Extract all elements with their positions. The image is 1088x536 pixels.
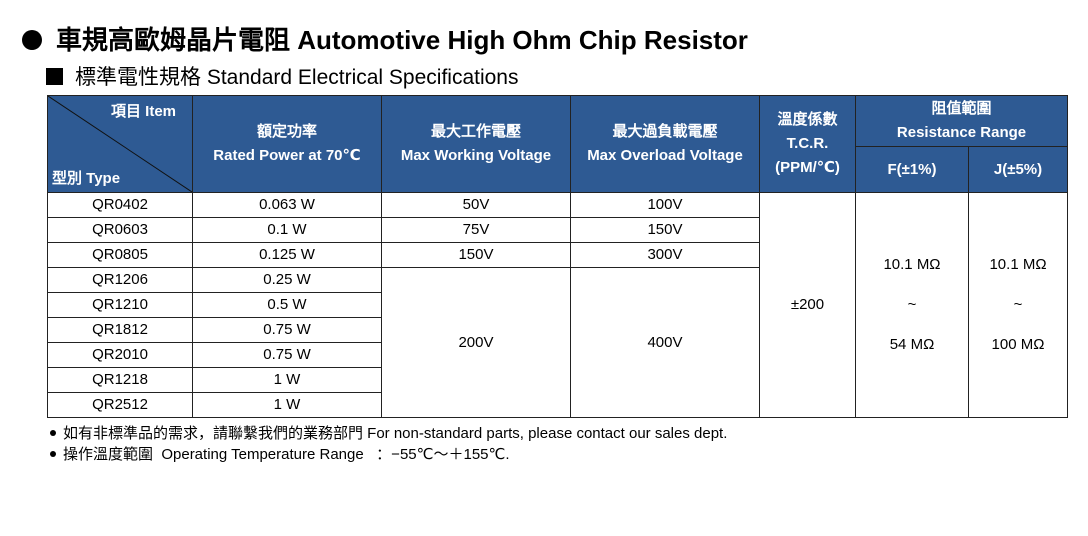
table-row: QR1210 0.5 W	[47, 292, 1068, 318]
power-cell: 0.1 W	[192, 217, 382, 243]
power-cell: 0.063 W	[192, 192, 382, 218]
header-zh: 最大過負載電壓	[612, 123, 718, 140]
range-f-cell: 10.1 MΩ ~54 MΩ	[855, 192, 969, 418]
type-cell: QR1812	[47, 317, 193, 343]
type-cell: QR0603	[47, 217, 193, 243]
header-zh: 額定功率	[256, 123, 317, 140]
table-row: QR1218 1 W	[47, 367, 1068, 393]
range-j-cell: 10.1 MΩ ~100 MΩ	[967, 192, 1069, 418]
diagonal-line	[48, 96, 192, 192]
max-overload-voltage-header: 最大過負載電壓 Max Overload Voltage	[570, 95, 760, 193]
header-en: Rated Power at 70℃	[213, 147, 361, 164]
type-cell: QR1206	[47, 267, 193, 293]
range-max: 100 MΩ	[991, 336, 1045, 353]
type-cell: QR2010	[47, 342, 193, 368]
range-sep: ~	[907, 296, 917, 313]
subtitle-text: 標準電性規格 Standard Electrical Specification…	[75, 66, 519, 89]
table-row: QR1206 0.25 W 200V 400V	[47, 267, 1068, 418]
table-row: QR2010 0.75 W	[47, 342, 1068, 368]
max-working-voltage-header: 最大工作電壓 Max Working Voltage	[381, 95, 571, 193]
mov-cell: 100V	[570, 192, 760, 218]
bullet-icon	[22, 30, 42, 50]
range-max: 54 MΩ	[889, 336, 935, 353]
header-zh: 溫度係數	[777, 111, 838, 128]
section-title: 標準電性規格 Standard Electrical Specification…	[46, 61, 519, 91]
type-cell: QR1218	[47, 367, 193, 393]
header-en: Resistance Range	[896, 124, 1027, 141]
header-unit: (PPM/℃)	[775, 159, 840, 176]
page-title: 車規高歐姆晶片電阻 Automotive High Ohm Chip Resis…	[22, 20, 748, 57]
power-cell: 0.25 W	[192, 267, 382, 293]
j-tolerance-header: J(±5%)	[967, 146, 1069, 193]
notes: 如有非標準品的需求，請聯繫我們的業務部門 For non-standard pa…	[50, 422, 727, 464]
type-label: 型別 Type	[52, 170, 121, 187]
mwv-cell: 150V	[381, 242, 571, 268]
type-cell: QR0402	[47, 192, 193, 218]
header-en: Max Working Voltage	[400, 147, 552, 164]
note-text: 如有非標準品的需求，請聯繫我們的業務部門 For non-standard pa…	[63, 425, 728, 442]
power-cell: 0.75 W	[192, 342, 382, 368]
item-label: 項目 Item	[110, 103, 176, 120]
tcr-cell: ±200	[759, 192, 856, 418]
spec-table: 項目 Item 型別 Type 額定功率 Rated Power at 70℃ 最…	[47, 95, 1069, 418]
square-bullet-icon	[46, 68, 63, 85]
header-zh: 最大工作電壓	[430, 123, 521, 140]
title-text: 車規高歐姆晶片電阻 Automotive High Ohm Chip Resis…	[56, 25, 748, 55]
bullet-icon	[50, 430, 56, 436]
mwv-cell: 200V	[381, 267, 571, 418]
mov-cell: 300V	[570, 242, 760, 268]
note-item: 如有非標準品的需求，請聯繫我們的業務部門 For non-standard pa…	[50, 422, 727, 443]
header-zh: 阻值範圍	[931, 100, 992, 117]
range-min: 10.1 MΩ	[989, 256, 1047, 273]
power-cell: 0.75 W	[192, 317, 382, 343]
type-cell: QR0805	[47, 242, 193, 268]
table-row: QR0402 0.063 W 50V 100V ±200 10.1 MΩ ~54 MΩ…	[47, 192, 1069, 418]
mwv-cell: 75V	[381, 217, 571, 243]
type-cell: QR1210	[47, 292, 193, 318]
type-cell: QR2512	[47, 392, 193, 418]
power-cell: 1 W	[192, 367, 382, 393]
item-type-header: 項目 Item 型別 Type	[47, 95, 193, 193]
mov-cell: 150V	[570, 217, 760, 243]
mwv-cell: 50V	[381, 192, 571, 218]
resistance-range-header: 阻值範圍 Resistance Range	[854, 95, 1069, 147]
power-cell: 0.5 W	[192, 292, 382, 318]
table-row: QR2512 1 W	[47, 392, 1068, 418]
note-text: 操作溫度範圍 Operating Temperature Range ：−55℃…	[63, 446, 510, 463]
power-cell: 0.125 W	[192, 242, 382, 268]
range-sep: ~	[1013, 296, 1023, 313]
tcr-header: 溫度係數 T.C.R. (PPM/℃)	[759, 95, 856, 193]
power-cell: 1 W	[192, 392, 382, 418]
bullet-icon	[50, 451, 56, 457]
note-item: 操作溫度範圍 Operating Temperature Range ：−55℃…	[50, 443, 727, 464]
range-min: 10.1 MΩ	[883, 256, 941, 273]
header-en: T.C.R.	[786, 135, 829, 152]
header-en: Max Overload Voltage	[587, 147, 743, 164]
mov-cell: 400V	[570, 267, 760, 418]
f-tolerance-header: F(±1%)	[855, 146, 969, 193]
rated-power-header: 額定功率 Rated Power at 70℃	[192, 95, 382, 193]
